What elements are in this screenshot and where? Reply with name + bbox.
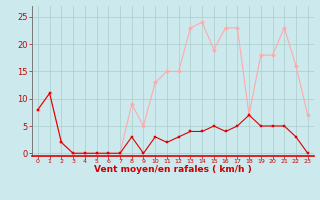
X-axis label: Vent moyen/en rafales ( km/h ): Vent moyen/en rafales ( km/h ) xyxy=(94,165,252,174)
